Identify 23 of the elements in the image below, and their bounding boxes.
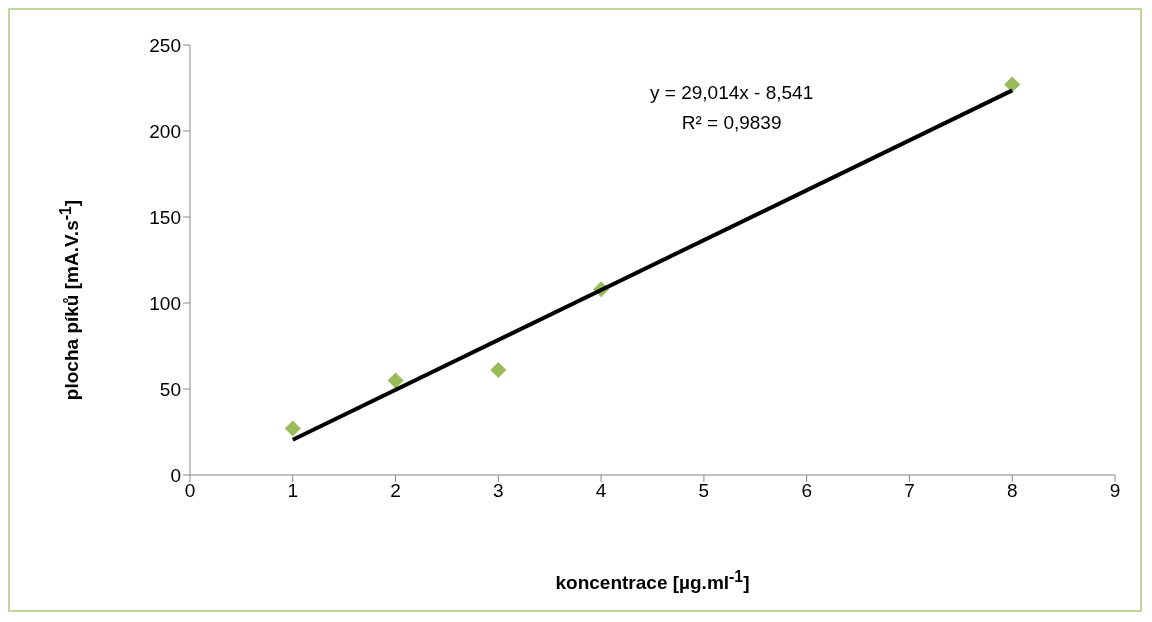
x-axis-title: koncentrace [µg.ml$^{-1}$] (554, 568, 751, 595)
x-tick-label: 8 (1006, 480, 1018, 502)
x-tick-label: 5 (698, 480, 710, 502)
y-tick-label: 50 (159, 378, 181, 400)
x-tick-label: 7 (904, 480, 915, 502)
y-tick-label: 0 (170, 464, 181, 486)
x-tick-label: 9 (1109, 480, 1121, 502)
x-tick-label: 2 (390, 480, 401, 502)
point (387, 372, 404, 389)
x-tick-label: 4 (595, 480, 607, 502)
x-tick-label: 1 (287, 480, 299, 502)
annotation: y = 29,014x - 8,541 (650, 81, 814, 105)
point (284, 420, 301, 437)
point (490, 362, 507, 379)
x-tick-label: 3 (493, 480, 504, 502)
y-tick-label: 250 (149, 34, 181, 56)
x-tick-label: 0 (184, 480, 196, 502)
point (1004, 76, 1021, 93)
x-tick-label: 6 (801, 480, 812, 502)
y-tick-label: 200 (149, 120, 181, 142)
y-tick-label: 100 (149, 292, 181, 314)
y-tick-label: 150 (149, 206, 181, 228)
annotation: R² = 0,9839 (680, 111, 783, 135)
